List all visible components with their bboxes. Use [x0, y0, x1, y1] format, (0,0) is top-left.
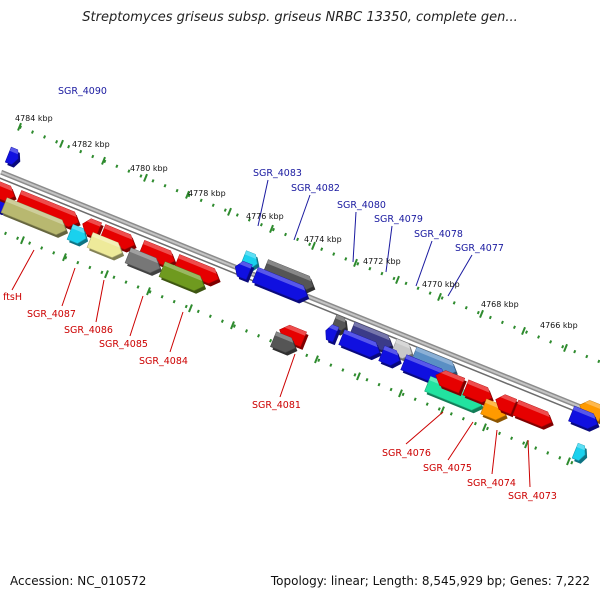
gene-arrow[interactable] — [15, 190, 81, 230]
major-tick — [314, 355, 319, 364]
gene-arrow[interactable] — [512, 399, 554, 430]
gene-arrow[interactable] — [99, 224, 137, 253]
gene-arrow[interactable] — [325, 324, 341, 346]
major-tick — [479, 309, 484, 318]
kbp-tick-label: 4774 kbp — [304, 235, 342, 244]
major-tick — [398, 389, 403, 398]
label-leader-line — [129, 295, 144, 337]
major-tick — [20, 236, 25, 245]
label-leaders — [11, 179, 531, 488]
gene-arrow[interactable] — [338, 329, 382, 361]
major-tick — [146, 287, 151, 296]
label-leader-line — [405, 411, 444, 445]
kbp-tick-labels: 4784 kbp 4782 kbp 4780 kbp 4778 kbp 4776 kbp… — [15, 114, 578, 330]
major-tick — [356, 372, 361, 381]
major-tick — [437, 292, 442, 301]
gene-arrow[interactable] — [66, 224, 89, 247]
label-leader-line — [447, 254, 473, 297]
major-tick — [482, 423, 487, 432]
gene-arrow[interactable] — [86, 232, 125, 261]
gene-arrow[interactable] — [138, 239, 177, 269]
tick-tracks — [0, 122, 600, 468]
label-leader-line — [527, 439, 531, 488]
major-tick — [62, 253, 67, 262]
major-tick — [311, 241, 316, 250]
major-tick — [185, 190, 190, 199]
gene-label-bottom[interactable]: SGR_4084 — [139, 356, 188, 367]
gene-label-bottom[interactable]: ftsH — [3, 292, 22, 303]
gene-arrow[interactable] — [568, 405, 600, 432]
major-tick — [230, 321, 235, 330]
label-leader-line — [385, 225, 393, 273]
gene-label-bottom[interactable]: SGR_4081 — [252, 400, 301, 411]
kbp-tick-label: 4782 kbp — [72, 140, 110, 149]
gene-label-top[interactable]: SGR_4090 — [58, 86, 107, 97]
major-tick — [227, 207, 232, 216]
summary-text: Topology: linear; Length: 8,545,929 bp; … — [270, 574, 590, 588]
major-tick — [143, 173, 148, 182]
gene-label-bottom[interactable]: SGR_4074 — [467, 478, 516, 489]
label-leader-line — [279, 353, 296, 398]
gene-labels[interactable]: SGR_4090 SGR_4083 SGR_4082 SGR_4080 SGR_4079… — [3, 86, 557, 502]
major-tick — [104, 270, 109, 279]
gene-arrow[interactable] — [435, 370, 467, 397]
major-tick — [353, 258, 358, 267]
gene-label-top[interactable]: SGR_4077 — [455, 243, 504, 254]
major-tick — [395, 275, 400, 284]
gene-arrow[interactable] — [124, 247, 163, 276]
kbp-tick-label: 4768 kbp — [481, 300, 519, 309]
kbp-tick-label: 4784 kbp — [15, 114, 53, 123]
major-tick — [521, 326, 526, 336]
gene-arrow[interactable] — [234, 260, 255, 283]
label-leader-line — [415, 240, 433, 287]
kbp-tick-label: 4770 kbp — [422, 280, 460, 289]
accession-text: Accession: NC_010572 — [10, 574, 147, 588]
gene-label-bottom[interactable]: SGR_4073 — [508, 491, 557, 502]
major-tick — [563, 343, 568, 353]
label-leader-line — [257, 179, 269, 227]
gene-arrow[interactable] — [378, 345, 402, 369]
label-leader-line — [11, 249, 35, 291]
label-leader-line — [352, 211, 357, 263]
kbp-tick-label: 4778 kbp — [188, 189, 226, 198]
major-tick — [524, 440, 529, 449]
major-tick — [17, 122, 22, 131]
kbp-tick-label: 4766 kbp — [540, 321, 578, 330]
label-leader-line — [169, 311, 184, 353]
gene-arrow[interactable] — [279, 324, 309, 350]
gene-label-bottom[interactable]: SGR_4076 — [382, 448, 431, 459]
gene-arrow[interactable] — [251, 267, 310, 304]
gene-label-bottom[interactable]: SGR_4085 — [99, 339, 148, 350]
kbp-tick-label: 4780 kbp — [130, 164, 168, 173]
gene-arrow[interactable] — [4, 146, 21, 168]
major-tick — [59, 139, 64, 148]
gene-label-top[interactable]: SGR_4080 — [337, 200, 386, 211]
gene-label-top[interactable]: SGR_4083 — [253, 168, 302, 179]
gene-arrow[interactable] — [158, 261, 207, 294]
gene-features[interactable] — [0, 146, 600, 464]
gene-arrow[interactable] — [495, 394, 519, 418]
gene-arrow[interactable] — [571, 442, 588, 464]
gene-label-top[interactable]: SGR_4078 — [414, 229, 463, 240]
major-tick — [101, 156, 106, 165]
gene-label-bottom[interactable]: SGR_4086 — [64, 325, 113, 336]
gene-arrow[interactable] — [270, 331, 298, 356]
major-tick — [269, 224, 274, 233]
gene-label-bottom[interactable]: SGR_4087 — [27, 309, 76, 320]
kbp-tick-label: 4776 kbp — [246, 212, 284, 221]
gene-label-top[interactable]: SGR_4079 — [374, 214, 423, 225]
label-leader-line — [447, 421, 474, 461]
label-leader-line — [293, 194, 311, 241]
label-leader-line — [491, 429, 498, 475]
page-title: Streptomyces griseus subsp. griseus NRBC… — [82, 10, 518, 25]
major-tick — [566, 457, 571, 466]
gene-arrow[interactable] — [0, 197, 69, 238]
label-leader-line — [61, 267, 76, 307]
major-tick — [188, 304, 193, 313]
label-leader-line — [95, 279, 105, 323]
kbp-tick-label: 4772 kbp — [363, 257, 401, 266]
gene-label-top[interactable]: SGR_4082 — [291, 183, 340, 194]
gene-label-bottom[interactable]: SGR_4075 — [423, 463, 472, 474]
